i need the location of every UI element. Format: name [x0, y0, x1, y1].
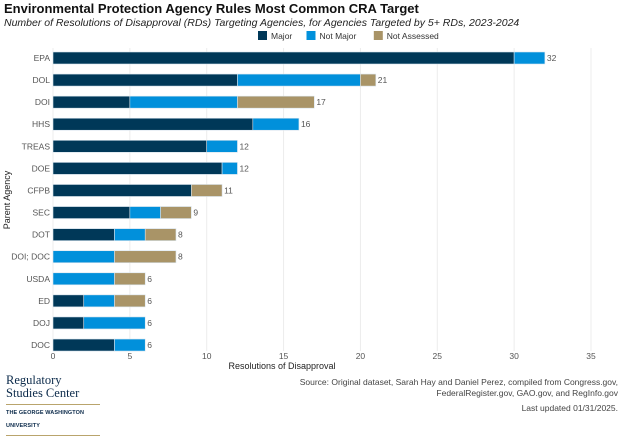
data-label: 21 — [378, 75, 388, 85]
bar-segment-not-major — [83, 316, 146, 330]
last-updated: Last updated 01/31/2025. — [521, 403, 618, 413]
bar-segment-not-major — [513, 51, 546, 65]
data-label: 6 — [147, 296, 152, 306]
bar-segment-not-assessed — [144, 228, 177, 241]
bar-segment-major — [52, 184, 192, 197]
bar-segment-not-assessed — [237, 95, 315, 109]
bar-segment-not-major — [83, 294, 115, 308]
stacked-bar-chart: 0 5 10 15 20 25 30 35 EPA 32 DOL 21 DOI 17 HHS 16 TREAS 1… — [2, 31, 596, 371]
bar-segment-major — [52, 51, 515, 65]
legend-swatch — [306, 31, 316, 40]
bar-segment-not-assessed — [114, 250, 177, 264]
bar-segment-not-major — [237, 73, 361, 87]
data-label: 9 — [193, 208, 198, 218]
y-tick-label: CFPB — [27, 185, 50, 195]
rsc-logo: Regulatory Studies Center THE GEORGE WAS… — [6, 374, 100, 436]
y-tick-label: ED — [38, 296, 50, 306]
logo-line1: Regulatory — [6, 373, 62, 387]
logo-line3: THE GEORGE WASHINGTON UNIVERSITY — [6, 404, 100, 436]
data-label: 8 — [178, 230, 183, 240]
y-tick-label: USDA — [26, 274, 50, 284]
source-line2: FederalRegister.gov, GAO.gov, and RegInf… — [436, 388, 618, 398]
y-tick-label: HHS — [32, 119, 50, 129]
legend-label: Not Major — [320, 31, 357, 41]
bar-segment-major — [52, 95, 131, 109]
bar-segment-not-assessed — [160, 206, 192, 219]
data-label: 12 — [239, 163, 249, 173]
x-tick-label: 25 — [433, 351, 443, 361]
bar-segment-not-major — [252, 117, 300, 131]
chart-title: Environmental Protection Agency Rules Mo… — [4, 1, 419, 16]
bar-segment-major — [52, 73, 238, 87]
bar-segment-not-assessed — [191, 184, 223, 197]
bar-segment-not-major — [129, 206, 161, 219]
bar-segment-not-major — [114, 338, 146, 352]
bar-segment-major — [52, 140, 208, 153]
y-tick-label: DOT — [32, 230, 50, 240]
y-axis-label: Parent Agency — [2, 170, 12, 229]
legend-swatch — [373, 31, 383, 40]
x-tick-label: 0 — [51, 351, 56, 361]
bar-segment-major — [52, 316, 85, 330]
y-tick-label: DOI; DOC — [11, 252, 50, 262]
bar-segment-major — [52, 294, 85, 308]
y-tick-label: DOC — [31, 340, 50, 350]
x-tick-label: 15 — [279, 351, 289, 361]
bar-segment-major — [52, 228, 115, 241]
bar-segment-not-major — [206, 140, 238, 153]
data-label: 12 — [239, 141, 249, 151]
bar-segment-not-major — [129, 95, 238, 109]
legend-label: Major — [271, 31, 292, 41]
y-tick-label: SEC — [33, 208, 50, 218]
y-tick-label: DOJ — [33, 318, 50, 328]
x-tick-label: 35 — [586, 351, 596, 361]
bar-segment-major — [52, 338, 115, 352]
bar-segment-not-assessed — [114, 272, 146, 286]
bar-segment-not-major — [221, 162, 238, 175]
bar-segment-not-major — [114, 228, 146, 241]
data-label: 6 — [147, 340, 152, 350]
data-label: 6 — [147, 318, 152, 328]
logo-line2: Studies Center — [6, 386, 80, 400]
bar-segment-not-assessed — [360, 73, 377, 87]
bar-segment-major — [52, 117, 254, 131]
data-label: 16 — [301, 119, 311, 129]
bar-segment-not-major — [52, 272, 115, 286]
x-tick-label: 20 — [356, 351, 366, 361]
x-tick-label: 10 — [202, 351, 212, 361]
y-tick-label: EPA — [34, 53, 51, 63]
x-tick-label: 30 — [509, 351, 519, 361]
chart-subtitle: Number of Resolutions of Disapproval (RD… — [4, 17, 520, 29]
y-tick-label: TREAS — [22, 141, 51, 151]
source-note: Source: Original dataset, Sarah Hay and … — [300, 377, 618, 399]
x-tick-label: 5 — [127, 351, 132, 361]
data-label: 32 — [547, 53, 557, 63]
bar-segment-not-major — [52, 250, 115, 264]
source-line1: Source: Original dataset, Sarah Hay and … — [299, 377, 618, 387]
data-label: 11 — [224, 185, 233, 195]
bar-segment-major — [52, 206, 131, 219]
bar-segment-not-assessed — [114, 294, 146, 308]
x-axis-label: Resolutions of Disapproval — [228, 361, 335, 371]
data-label: 17 — [316, 97, 326, 107]
legend-swatch — [258, 31, 267, 40]
data-label: 6 — [147, 274, 152, 284]
legend-label: Not Assessed — [387, 31, 439, 41]
y-tick-label: DOL — [33, 75, 51, 85]
data-label: 8 — [178, 252, 183, 262]
y-tick-label: DOE — [32, 163, 51, 173]
y-tick-label: DOI — [35, 97, 50, 107]
bar-segment-major — [52, 162, 223, 175]
